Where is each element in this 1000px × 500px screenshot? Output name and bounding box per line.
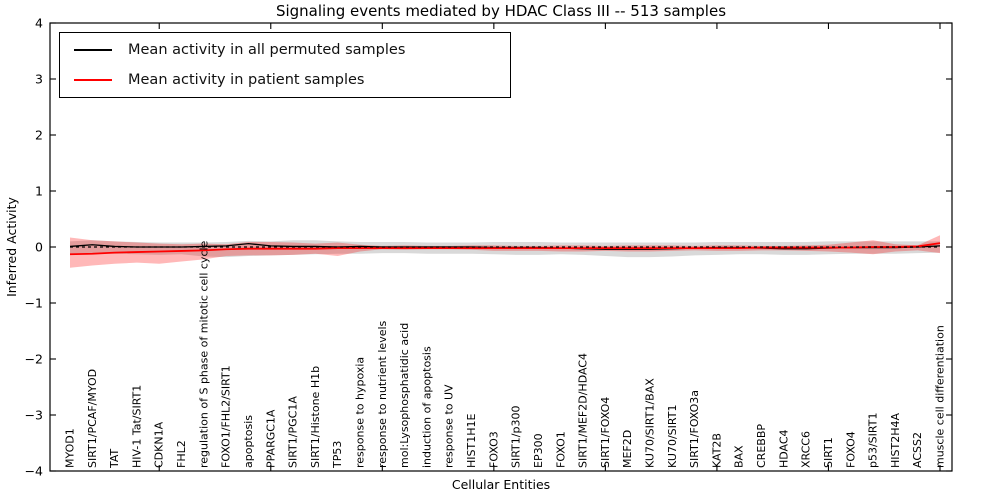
x-category-label: SIRT1 — [822, 437, 835, 468]
x-category-label: FHL2 — [175, 440, 188, 468]
x-category-label: HIST1H1E — [465, 414, 478, 468]
y-tick-label: 3 — [35, 72, 43, 87]
x-category-label: SIRT1/MEF2D/HDAC4 — [577, 353, 590, 468]
patient-mean-line — [69, 242, 941, 256]
x-category-label: SIRT1/Histone H1b — [309, 366, 322, 468]
x-category-label: response to nutrient levels — [376, 320, 389, 468]
y-tick-label: −3 — [25, 408, 43, 423]
y-tick-label: −1 — [25, 296, 43, 311]
x-category-label: FOXO3 — [487, 431, 500, 468]
y-tick-label: −4 — [25, 464, 43, 479]
x-category-label: BAX — [733, 445, 746, 468]
x-category-label: KAT2B — [710, 433, 723, 468]
x-category-label: FOXO1 — [554, 431, 567, 468]
x-category-label: XRCC6 — [800, 431, 813, 468]
chart-title: Signaling events mediated by HDAC Class … — [275, 2, 727, 20]
x-category-label: SIRT1/FOXO3a — [688, 390, 701, 468]
legend-label-patient: Mean activity in patient samples — [128, 72, 365, 88]
legend-line-permuted-icon — [74, 49, 112, 51]
x-category-label: FOXO4 — [844, 431, 857, 468]
x-category-label: HIV-1 Tat/SIRT1 — [130, 385, 143, 468]
x-category-label: mol:Lysophosphatidic acid — [398, 323, 411, 468]
legend: Mean activity in all permuted samples Me… — [59, 32, 511, 98]
x-category-label: regulation of S phase of mitotic cell cy… — [197, 240, 210, 468]
x-category-label: FOXO1/FHL2/SIRT1 — [220, 365, 233, 468]
patient-samples-std-band — [70, 235, 940, 268]
legend-item-patient: Mean activity in patient samples — [74, 67, 510, 93]
y-tick-label: 2 — [35, 128, 43, 143]
x-category-label: muscle cell differentiation — [934, 325, 947, 468]
legend-line-patient-icon — [74, 79, 112, 81]
x-category-label: p53/SIRT1 — [867, 413, 880, 468]
x-category-label: SIRT1/p300 — [510, 406, 523, 468]
x-category-label: EP300 — [532, 433, 545, 468]
y-tick-label: 0 — [35, 240, 43, 255]
x-category-label: HIST2H4A — [889, 413, 902, 468]
x-category-label: TAT — [108, 448, 121, 469]
y-tick-label: 4 — [35, 16, 43, 31]
x-category-label: PPARGC1A — [264, 409, 277, 468]
y-tick-label: 1 — [35, 184, 43, 199]
x-category-label: MYOD1 — [64, 428, 77, 468]
x-category-label: apoptosis — [242, 415, 255, 468]
x-category-label: MEF2D — [621, 430, 634, 468]
x-category-label: KU70/SIRT1/BAX — [644, 378, 657, 468]
x-category-label: induction of apoptosis — [420, 346, 433, 468]
x-category-label: CDKN1A — [153, 421, 166, 468]
x-category-label: response to hypoxia — [354, 357, 367, 468]
x-category-label: SIRT1/PCAF/MYOD — [86, 369, 99, 468]
x-category-label: response to UV — [443, 384, 456, 468]
x-category-label: HDAC4 — [777, 429, 790, 468]
y-tick-label: −2 — [25, 352, 43, 367]
x-category-label: KU70/SIRT1 — [666, 405, 679, 468]
x-category-label: ACSS2 — [911, 432, 924, 468]
x-category-label: SIRT1/PGC1A — [287, 396, 300, 468]
x-axis-label: Cellular Entities — [451, 477, 551, 492]
y-axis-label: Inferred Activity — [4, 197, 19, 297]
x-category-label: TP53 — [331, 441, 344, 469]
legend-item-permuted: Mean activity in all permuted samples — [74, 37, 510, 63]
x-category-label: CREBBP — [755, 424, 768, 468]
legend-label-permuted: Mean activity in all permuted samples — [128, 42, 406, 58]
x-category-label: SIRT1/FOXO4 — [599, 397, 612, 468]
